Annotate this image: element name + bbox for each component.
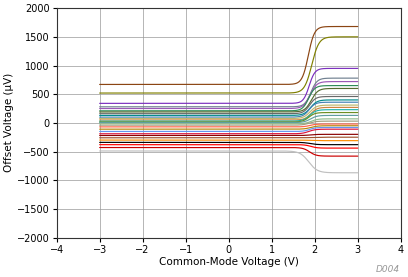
Text: D004: D004 (376, 265, 400, 274)
X-axis label: Common-Mode Voltage (V): Common-Mode Voltage (V) (159, 257, 299, 267)
Y-axis label: Offset Voltage (μV): Offset Voltage (μV) (4, 73, 14, 173)
